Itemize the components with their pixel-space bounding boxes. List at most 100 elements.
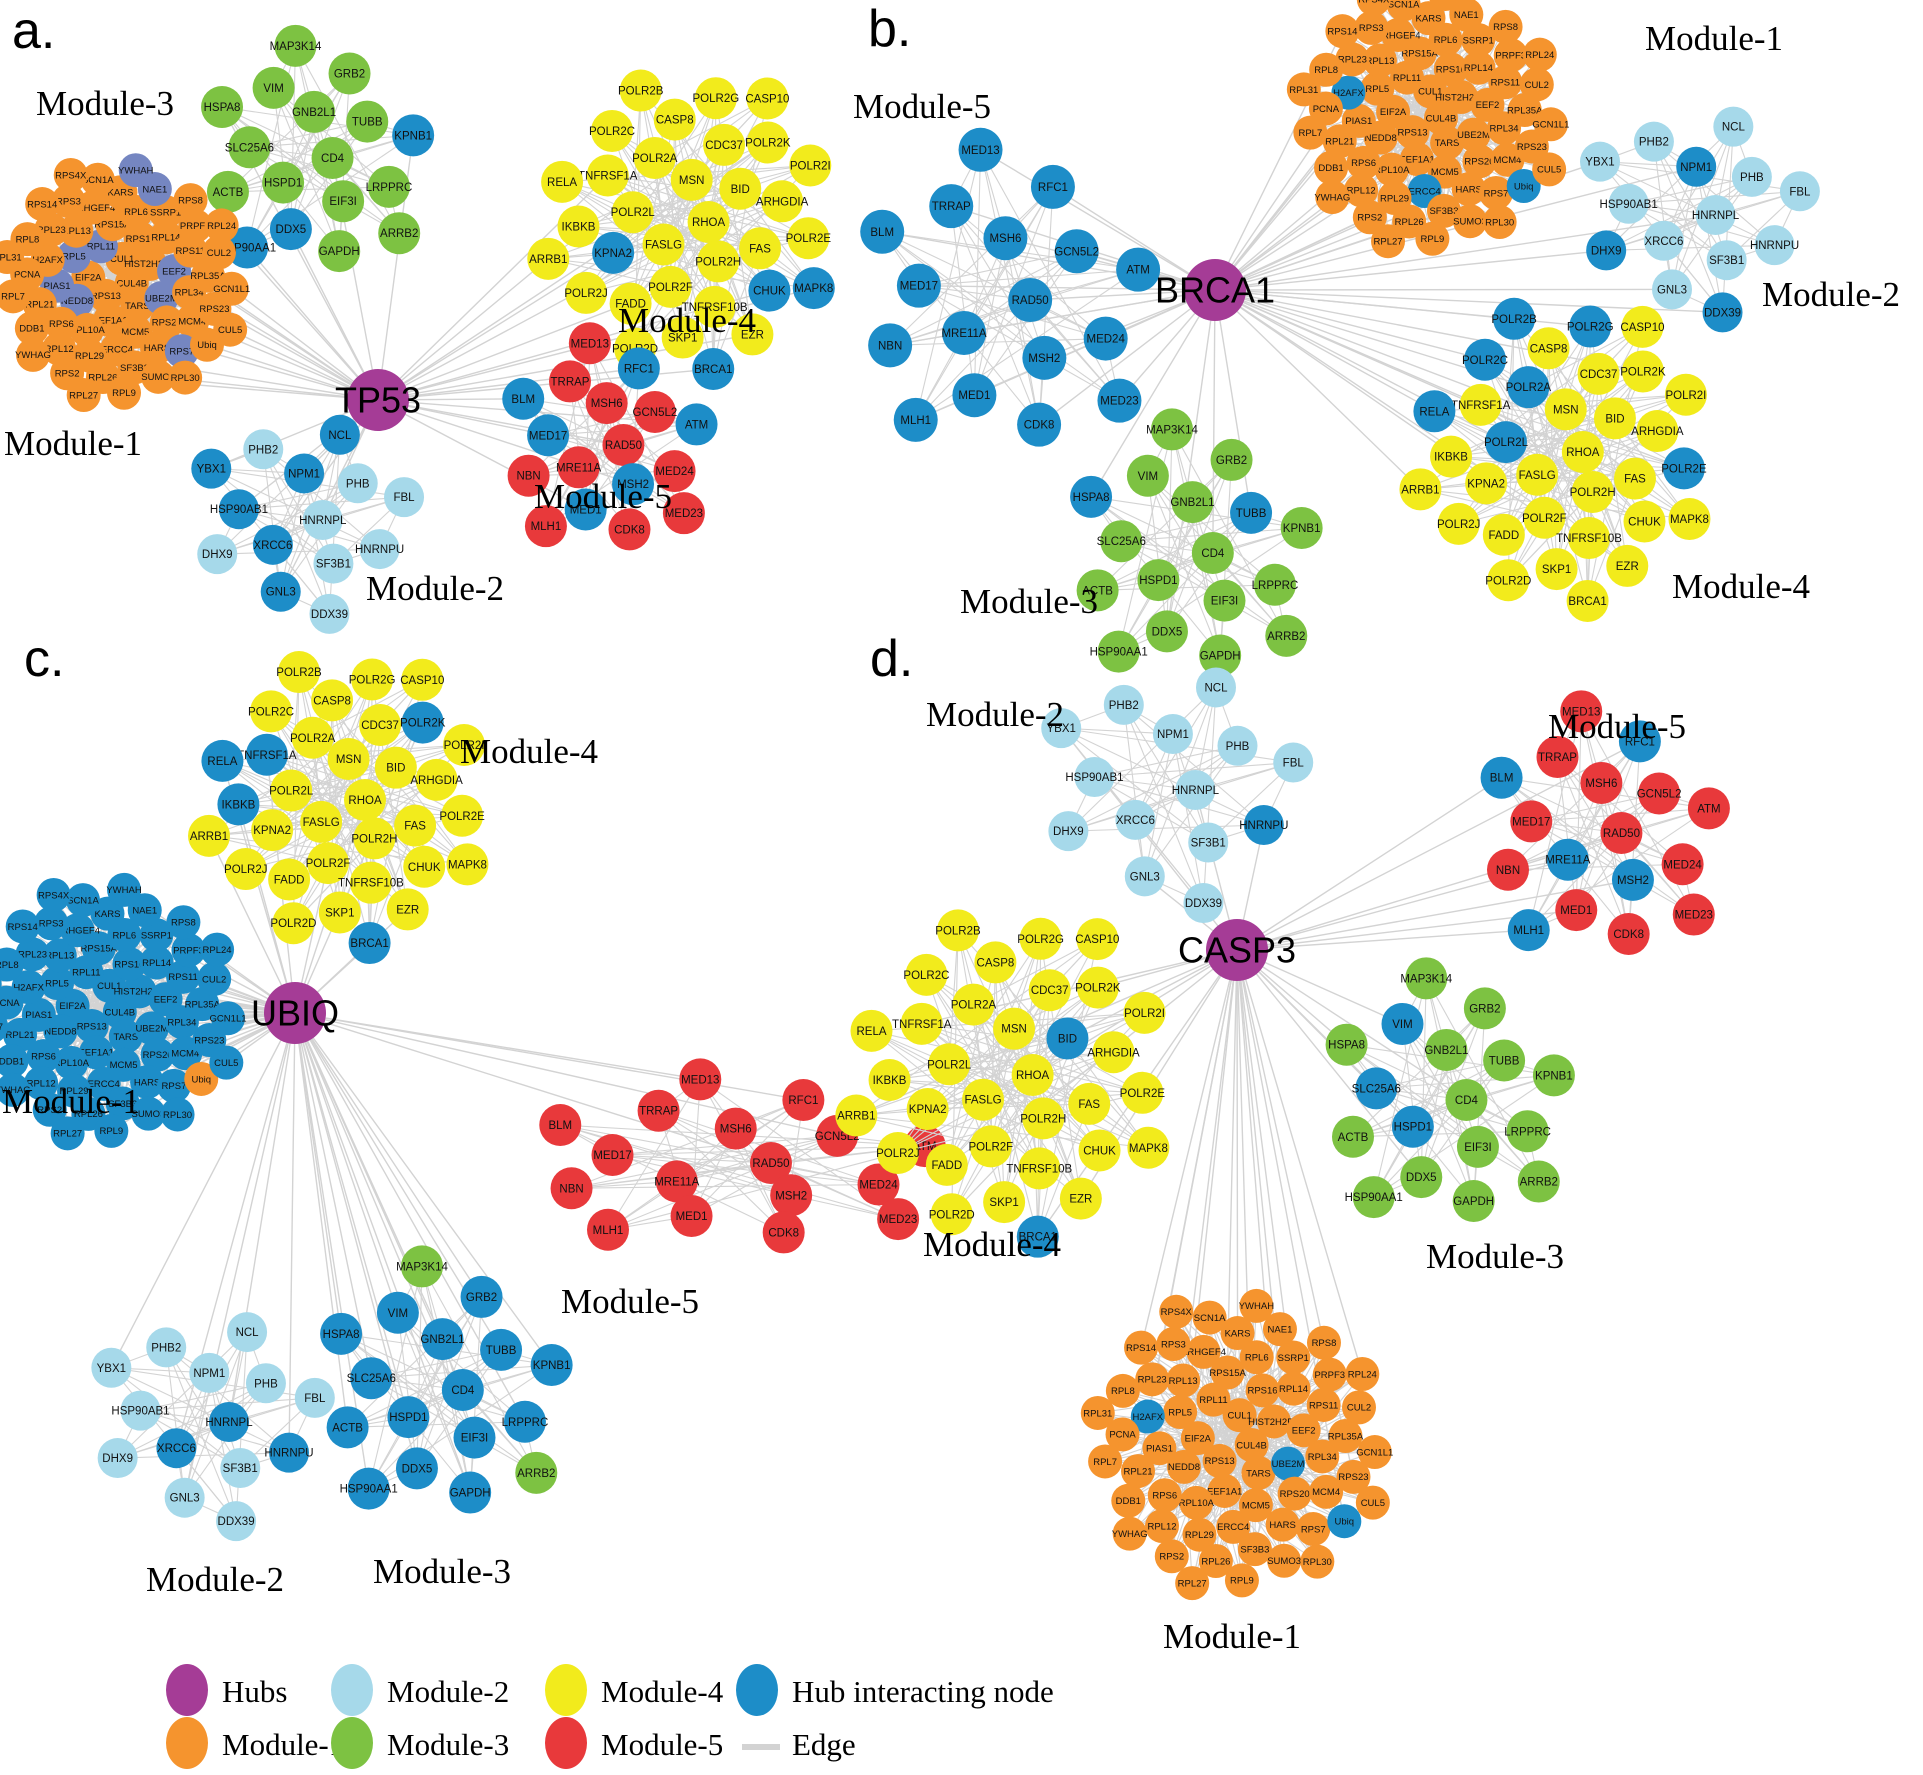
- node-circle[interactable]: [1041, 708, 1082, 749]
- node-CDC37[interactable]: CDC37: [1028, 969, 1071, 1012]
- node-circle[interactable]: [1286, 1413, 1321, 1448]
- node-HSPD1[interactable]: HSPD1: [262, 161, 305, 204]
- node-circle[interactable]: [1175, 770, 1216, 810]
- node-circle[interactable]: [1566, 579, 1609, 622]
- node-YWHAH[interactable]: YWHAH: [1239, 1288, 1275, 1323]
- node-circle[interactable]: [1487, 559, 1530, 602]
- node-CDC37[interactable]: CDC37: [359, 703, 402, 746]
- node-circle[interactable]: [782, 1079, 825, 1122]
- node-circle[interactable]: [108, 1019, 143, 1054]
- node-HSP90AB1[interactable]: HSP90AB1: [111, 1390, 170, 1431]
- node-circle[interactable]: [1695, 195, 1736, 235]
- node-VIM[interactable]: VIM: [252, 66, 295, 109]
- node-CDC37[interactable]: CDC37: [703, 123, 746, 166]
- node-circle[interactable]: [1335, 42, 1370, 77]
- node-circle[interactable]: [1535, 548, 1578, 591]
- node-SLC25A6[interactable]: SLC25A6: [1097, 520, 1146, 563]
- node-ARHGDIA[interactable]: ARHGDIA: [410, 758, 463, 801]
- node-DDX39[interactable]: DDX39: [1183, 883, 1224, 924]
- node-circle[interactable]: [662, 492, 705, 535]
- node-RPS2[interactable]: RPS2: [1352, 200, 1387, 235]
- node-FADD[interactable]: FADD: [925, 1143, 968, 1186]
- node-PRPF3[interactable]: PRPF3: [1493, 38, 1528, 73]
- node-circle[interactable]: [1546, 838, 1589, 881]
- node-NEDD8[interactable]: NEDD8: [1166, 1449, 1201, 1484]
- node-TRRAP[interactable]: TRRAP: [637, 1089, 680, 1132]
- node-circle[interactable]: [378, 212, 421, 255]
- node-circle[interactable]: [1569, 305, 1612, 348]
- node-circle[interactable]: [1296, 1512, 1331, 1547]
- node-circle[interactable]: [1059, 1177, 1102, 1220]
- node-circle[interactable]: [1346, 145, 1381, 180]
- node-circle[interactable]: [262, 161, 305, 204]
- node-CASP8[interactable]: CASP8: [311, 679, 354, 722]
- node-circle[interactable]: [1286, 72, 1321, 107]
- node-circle[interactable]: [1097, 378, 1142, 423]
- node-HARS[interactable]: HARS: [140, 330, 175, 365]
- node-EIF2A[interactable]: EIF2A: [1180, 1421, 1215, 1456]
- node-RHOA[interactable]: RHOA: [1561, 431, 1604, 473]
- node-KPNB1[interactable]: KPNB1: [1532, 1054, 1575, 1097]
- node-circle[interactable]: [227, 1312, 268, 1353]
- node-circle[interactable]: [1621, 305, 1664, 348]
- node-POLR2K[interactable]: POLR2K: [400, 701, 446, 744]
- node-MAP3K14[interactable]: MAP3K14: [396, 1245, 448, 1288]
- node-circle[interactable]: [1482, 205, 1517, 240]
- node-circle[interactable]: [1465, 462, 1508, 505]
- node-POLR2E[interactable]: POLR2E: [1661, 447, 1707, 490]
- node-circle[interactable]: [15, 937, 50, 972]
- node-HIST2H2BE[interactable]: HIST2H2BE: [1248, 1404, 1300, 1439]
- node-KPNB1[interactable]: KPNB1: [392, 114, 435, 157]
- node-circle[interactable]: [26, 1039, 61, 1074]
- node-POLR2D[interactable]: POLR2D: [270, 902, 316, 945]
- node-circle[interactable]: [1145, 1509, 1180, 1544]
- node-circle[interactable]: [269, 1432, 310, 1473]
- node-RPL9[interactable]: RPL9: [1224, 1563, 1259, 1598]
- node-PCNA[interactable]: PCNA: [1105, 1417, 1140, 1452]
- node-circle[interactable]: [1262, 1312, 1297, 1347]
- node-circle[interactable]: [197, 534, 238, 575]
- node-circle[interactable]: [1103, 684, 1144, 725]
- node-circle[interactable]: [166, 959, 201, 994]
- node-CUL2[interactable]: CUL2: [1341, 1390, 1376, 1425]
- node-circle[interactable]: [359, 703, 402, 746]
- node-circle[interactable]: [1210, 438, 1253, 481]
- node-circle[interactable]: [44, 306, 79, 341]
- node-SF3B3[interactable]: SF3B3: [1426, 193, 1461, 228]
- node-circle[interactable]: [65, 883, 100, 918]
- node-circle[interactable]: [1341, 1390, 1376, 1425]
- node-circle[interactable]: [251, 809, 294, 852]
- node-circle[interactable]: [173, 183, 208, 218]
- node-circle[interactable]: [311, 679, 354, 722]
- node-circle[interactable]: [1519, 67, 1554, 102]
- node-circle[interactable]: [586, 154, 629, 197]
- node-ARHGDIA[interactable]: ARHGDIA: [1631, 410, 1684, 453]
- node-circle[interactable]: [1449, 0, 1484, 32]
- node-RPL30[interactable]: RPL30: [1482, 205, 1517, 240]
- node-RPL27[interactable]: RPL27: [1175, 1566, 1210, 1601]
- node-TNFRSF1A[interactable]: TNFRSF1A: [578, 154, 638, 197]
- node-circle[interactable]: [637, 1089, 680, 1132]
- node-EIF3I[interactable]: EIF3I: [453, 1416, 496, 1459]
- node-circle[interactable]: [564, 488, 607, 531]
- node-circle[interactable]: [608, 508, 651, 551]
- node-NAE1[interactable]: NAE1: [1449, 0, 1484, 32]
- node-TRRAP[interactable]: TRRAP: [1536, 735, 1579, 778]
- node-circle[interactable]: [112, 947, 147, 982]
- node-PHB2[interactable]: PHB2: [146, 1327, 187, 1368]
- node-RPS4X[interactable]: RPS4X: [1159, 1294, 1194, 1329]
- node-RPL7[interactable]: RPL7: [1293, 115, 1328, 150]
- node-YWHAG[interactable]: YWHAG: [0, 1072, 31, 1107]
- node-circle[interactable]: [1293, 115, 1328, 150]
- hub-BRCA1[interactable]: BRCA1: [1155, 259, 1275, 321]
- node-circle[interactable]: [374, 746, 417, 789]
- node-circle[interactable]: [1606, 544, 1649, 587]
- node-RPL11[interactable]: RPL11: [1196, 1382, 1231, 1417]
- node-circle[interactable]: [1220, 1316, 1255, 1351]
- node-RPL5[interactable]: RPL5: [40, 966, 75, 1001]
- node-IKBKB[interactable]: IKBKB: [868, 1058, 911, 1101]
- node-RHOA[interactable]: RHOA: [1011, 1054, 1054, 1096]
- node-circle[interactable]: [156, 1428, 197, 1469]
- node-GAPDH[interactable]: GAPDH: [449, 1471, 492, 1514]
- node-NPM1[interactable]: NPM1: [189, 1352, 230, 1393]
